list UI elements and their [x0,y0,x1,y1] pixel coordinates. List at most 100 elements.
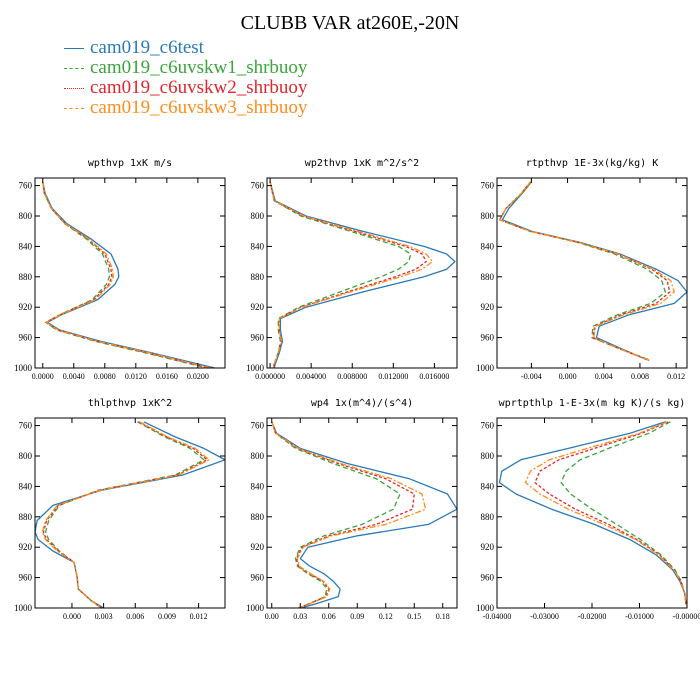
y-tick-label: 840 [19,481,33,491]
figure-title: CLUBB VAR at260E,-20N [240,12,460,34]
legend-label-4: cam019_c6uvskw3_shrbuoy [90,97,308,118]
x-tick-label: 0.0200 [187,372,209,381]
panel-6: wprtpthlp 1-E-3x(m kg K)/(s kg) 760 800 840… [476,398,700,621]
y-tick-label: 880 [251,512,265,522]
x-tick-label: 0.15 [407,612,421,621]
series-line-cam019_c6uvskw3_shrbuoy [42,181,212,368]
x-tick-label: 0.00 [265,612,279,621]
y-tick-label: 760 [19,421,33,431]
x-tick-label: 0.000 [559,372,577,381]
panel-frame [34,417,226,609]
legend-swatch-2 [64,67,84,69]
series-group [271,421,457,608]
panel-title: thlpthvp 1xK^2 [88,398,172,409]
legend-label-2: cam019_c6uvskw1_shrbuoy [90,57,308,78]
panel-4: thlpthvp 1xK^2 760 800 840 880 920 960 1000 0.00… [14,398,226,621]
y-tick-label: 880 [19,272,33,282]
panel-title: wp2thvp 1xK m^2/s^2 [305,158,419,169]
y-tick-label: 840 [19,241,33,251]
x-tick-label: 0.012000 [378,372,408,381]
y-tick-label: 1000 [476,363,495,373]
y-tick-label: 880 [481,272,495,282]
x-tick-label: 0.06 [322,612,336,621]
y-tick-label: 840 [251,241,265,251]
series-line-cam019_c6uvskw1_shrbuoy [271,421,401,608]
series-line-cam019_c6uvskw3_shrbuoy [269,181,434,368]
x-tick-label: 0.03 [293,612,307,621]
y-tick-label: 800 [19,451,33,461]
legend-label-3: cam019_c6uvskw2_shrbuoy [90,77,308,98]
panel-frame [266,417,458,609]
y-tick-label: 760 [251,421,265,431]
series-group [269,181,456,368]
series-line-cam019_c6uvskw1_shrbuoy [44,421,205,608]
y-tick-label: 840 [251,481,265,491]
panel-frame [496,177,688,369]
panel-title: wpthvp 1xK m/s [88,158,172,169]
panel-title: wp4 1x(m^4)/(s^4) [311,398,413,409]
legend-label-1: cam019_c6test [90,37,204,58]
series-line-cam019_c6test [42,181,216,368]
x-tick-label: -0.02000 [578,612,607,621]
y-tick-label: 1000 [246,603,265,613]
x-tick-label: 0.0040 [63,372,85,381]
x-tick-label: 0.008 [631,372,649,381]
series-line-cam019_c6uvskw2_shrbuoy [42,421,208,608]
panel-frame [496,417,688,609]
x-tick-label: -0.03000 [530,612,559,621]
y-tick-label: 1000 [246,363,265,373]
series-line-cam019_c6uvskw2_shrbuoy [271,421,415,608]
y-tick-label: 760 [251,181,265,191]
panel-2: wp2thvp 1xK m^2/s^2 760 800 840 880 920 960 100… [246,158,458,381]
series-line-cam019_c6uvskw2_shrbuoy [42,181,210,368]
series-group [35,421,225,608]
y-tick-label: 800 [251,451,265,461]
y-tick-label: 960 [251,333,265,343]
y-tick-label: 800 [481,211,495,221]
legend-entry-2: cam019_c6uvskw1_shrbuoy [64,58,307,78]
series-line-cam019_c6uvskw1_shrbuoy [499,181,666,362]
x-tick-label: 0.003 [95,612,113,621]
y-tick-label: 960 [481,573,495,583]
legend-entry-4: cam019_c6uvskw3_shrbuoy [64,98,307,118]
y-tick-label: 960 [19,333,33,343]
x-tick-label: 0.0120 [125,372,147,381]
y-tick-label: 920 [251,542,265,552]
series-line-cam019_c6test [269,181,456,368]
y-tick-label: 880 [481,512,495,522]
x-tick-label: 0.0000 [32,372,54,381]
y-tick-label: 880 [19,512,33,522]
y-tick-label: 920 [19,302,33,312]
y-tick-label: 1000 [476,603,495,613]
y-tick-label: 960 [19,573,33,583]
x-tick-label: 0.0080 [94,372,116,381]
x-tick-label: 0.008000 [337,372,367,381]
series-group [499,181,687,362]
legend-entry-1: cam019_c6test [64,38,307,58]
x-tick-label: 0.12 [379,612,393,621]
series-line-cam019_c6uvskw3_shrbuoy [524,421,687,605]
x-tick-label: 0.000000 [255,372,285,381]
x-tick-label: 0.09 [350,612,364,621]
x-tick-label: 0.000 [63,612,81,621]
panel-title: rtpthvp 1E-3x(kg/kg) K [526,158,658,169]
panel-title: wprtpthlp 1-E-3x(m kg K)/(s kg) [499,398,686,409]
legend: cam019_c6test cam019_c6uvskw1_shrbuoy ca… [64,38,307,118]
legend-entry-3: cam019_c6uvskw2_shrbuoy [64,78,307,98]
series-line-cam019_c6test [498,421,687,605]
y-tick-label: 760 [481,181,495,191]
y-tick-label: 960 [481,333,495,343]
series-line-cam019_c6uvskw3_shrbuoy [271,421,427,608]
y-tick-label: 920 [251,302,265,312]
series-line-cam019_c6test [501,181,687,361]
y-tick-label: 760 [19,181,33,191]
x-tick-label: -0.00000 [673,612,700,621]
panel-5: wp4 1x(m^4)/(s^4)76080084088092096010000… [246,398,458,621]
series-group [498,421,687,605]
y-tick-label: 800 [481,451,495,461]
series-line-cam019_c6uvskw2_shrbuoy [499,181,671,362]
legend-swatch-3 [64,87,84,89]
panel-frame [266,177,458,369]
series-line-cam019_c6uvskw1_shrbuoy [560,421,687,605]
x-tick-label: 0.0160 [156,372,178,381]
